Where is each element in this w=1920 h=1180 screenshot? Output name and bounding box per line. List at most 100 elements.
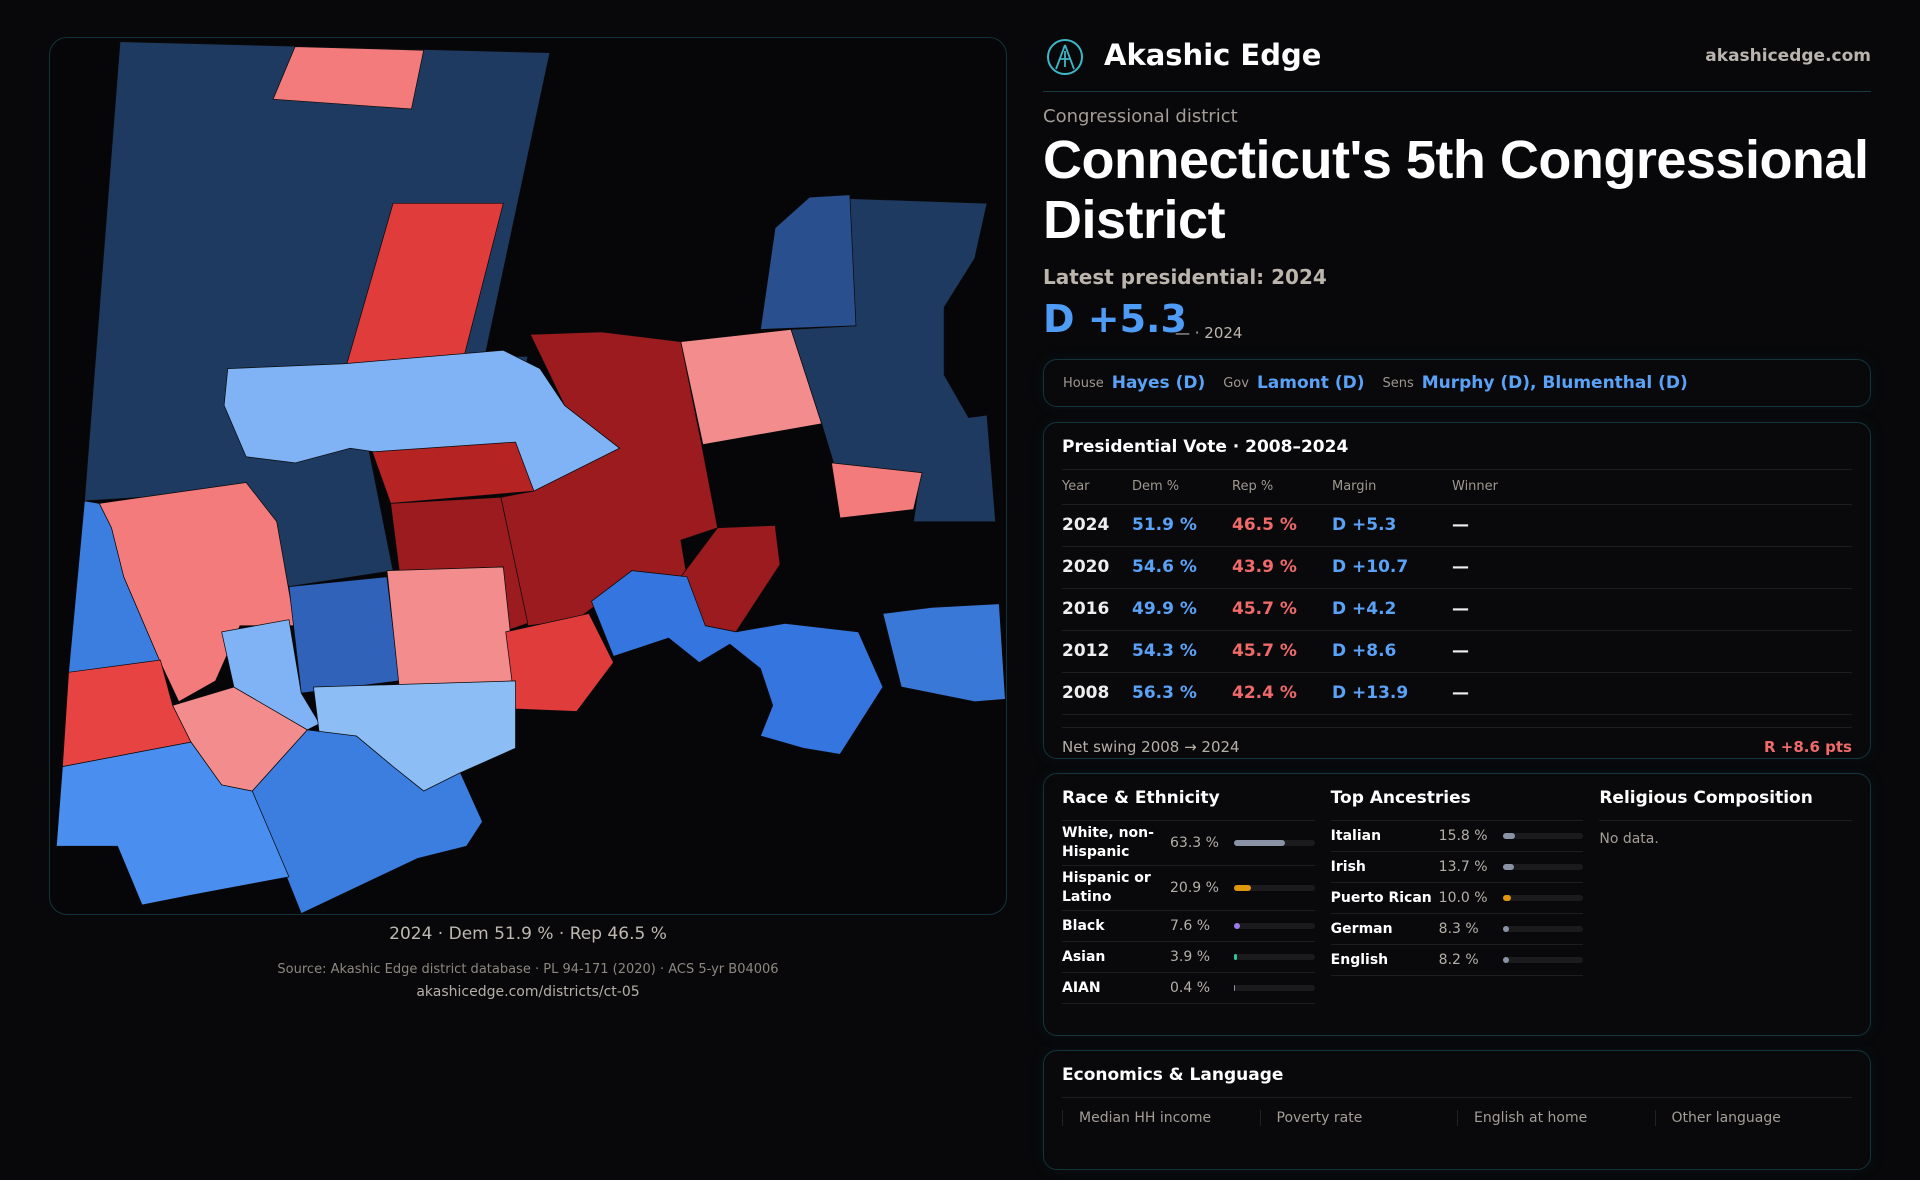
item-bar-fill bbox=[1234, 840, 1285, 846]
source-note: Source: Akashic Edge district database ·… bbox=[49, 962, 1007, 977]
item-bar bbox=[1234, 885, 1315, 891]
cell-margin: D +10.7 bbox=[1332, 546, 1452, 588]
gov-label: Gov bbox=[1223, 376, 1249, 391]
list-item: Irish 13.7 % bbox=[1331, 852, 1584, 883]
page-kicker: Congressional district bbox=[1043, 106, 1238, 127]
religion-title: Religious Composition bbox=[1599, 788, 1852, 821]
item-pct: 63.3 % bbox=[1170, 835, 1234, 851]
item-pct: 8.2 % bbox=[1439, 952, 1503, 968]
item-pct: 0.4 % bbox=[1170, 980, 1234, 996]
cell-dem: 51.9 % bbox=[1132, 504, 1232, 546]
swing-label: Net swing 2008 → 2024 bbox=[1062, 738, 1240, 756]
race-column: Race & Ethnicity White, non-Hispanic 63.… bbox=[1062, 788, 1315, 1021]
cell-year: 2016 bbox=[1062, 588, 1132, 630]
ancestry-title: Top Ancestries bbox=[1331, 788, 1584, 821]
demographics-card: Race & Ethnicity White, non-Hispanic 63.… bbox=[1043, 773, 1871, 1036]
precinct-shape[interactable] bbox=[387, 567, 516, 687]
latest-margin: D +5.3 bbox=[1043, 297, 1187, 341]
list-item: Black 7.6 % bbox=[1062, 911, 1315, 942]
religion-column: Religious Composition No data. bbox=[1599, 788, 1852, 1021]
senators[interactable]: Murphy (D), Blumenthal (D) bbox=[1422, 373, 1688, 393]
precinct-shape[interactable] bbox=[372, 442, 534, 503]
district-map[interactable] bbox=[49, 37, 1007, 915]
presidential-vote-card: Presidential Vote · 2008–2024 Year Dem %… bbox=[1043, 422, 1871, 759]
item-label: English bbox=[1331, 948, 1439, 973]
precinct-shape[interactable] bbox=[506, 614, 614, 712]
item-bar-fill bbox=[1503, 926, 1510, 932]
item-bar-fill bbox=[1503, 864, 1514, 870]
item-pct: 20.9 % bbox=[1170, 880, 1234, 896]
cell-rep: 45.7 % bbox=[1232, 630, 1332, 672]
item-label: German bbox=[1331, 917, 1439, 942]
cell-winner: — bbox=[1452, 672, 1852, 714]
economics-card: Economics & Language Median HH income Po… bbox=[1043, 1050, 1871, 1170]
econ-median-income: Median HH income bbox=[1062, 1110, 1260, 1126]
cell-winner: — bbox=[1452, 504, 1852, 546]
item-label: Puerto Rican bbox=[1331, 886, 1439, 911]
item-pct: 10.0 % bbox=[1439, 890, 1503, 906]
governor[interactable]: Lamont (D) bbox=[1257, 373, 1365, 393]
race-title: Race & Ethnicity bbox=[1062, 788, 1315, 821]
precinct-shape[interactable] bbox=[289, 577, 399, 693]
brand-name: Akashic Edge bbox=[1104, 38, 1321, 72]
list-item: German 8.3 % bbox=[1331, 914, 1584, 945]
precinct-shape[interactable] bbox=[883, 604, 1005, 702]
item-pct: 15.8 % bbox=[1439, 828, 1503, 844]
akashic-logo-icon bbox=[1045, 37, 1085, 77]
col-winner: Winner bbox=[1452, 470, 1852, 504]
list-item: Asian 3.9 % bbox=[1062, 942, 1315, 973]
list-item: AIAN 0.4 % bbox=[1062, 973, 1315, 1004]
item-bar bbox=[1234, 985, 1315, 991]
item-pct: 8.3 % bbox=[1439, 921, 1503, 937]
col-dem: Dem % bbox=[1132, 470, 1232, 504]
list-item: Hispanic or Latino 20.9 % bbox=[1062, 866, 1315, 911]
net-swing: Net swing 2008 → 2024 R +8.6 pts bbox=[1062, 727, 1852, 756]
latest-margin-sub: — · 2024 bbox=[1175, 324, 1242, 342]
item-label: Italian bbox=[1331, 824, 1439, 849]
source-url[interactable]: akashicedge.com/districts/ct-05 bbox=[49, 984, 1007, 1000]
cell-rep: 42.4 % bbox=[1232, 672, 1332, 714]
item-label: Asian bbox=[1062, 945, 1170, 970]
item-bar-fill bbox=[1503, 957, 1510, 963]
officials-bar: House Hayes (D) Gov Lamont (D) Sens Murp… bbox=[1043, 359, 1871, 407]
item-bar bbox=[1503, 895, 1584, 901]
col-year: Year bbox=[1062, 470, 1132, 504]
item-bar-fill bbox=[1234, 885, 1251, 891]
item-bar-fill bbox=[1503, 895, 1511, 901]
item-label: AIAN bbox=[1062, 976, 1170, 1001]
item-bar-fill bbox=[1503, 833, 1516, 839]
col-rep: Rep % bbox=[1232, 470, 1332, 504]
item-label: Black bbox=[1062, 914, 1170, 939]
precinct-shape[interactable] bbox=[760, 195, 856, 330]
precinct-shape[interactable] bbox=[273, 47, 424, 109]
list-item: Puerto Rican 10.0 % bbox=[1331, 883, 1584, 914]
cell-margin: D +5.3 bbox=[1332, 504, 1452, 546]
map-caption: 2024 · Dem 51.9 % · Rep 46.5 % bbox=[49, 924, 1007, 944]
list-item: Italian 15.8 % bbox=[1331, 821, 1584, 852]
site-link[interactable]: akashicedge.com bbox=[1705, 46, 1871, 66]
cell-rep: 43.9 % bbox=[1232, 546, 1332, 588]
sens-label: Sens bbox=[1382, 376, 1413, 391]
header-divider bbox=[1043, 91, 1871, 92]
cell-margin: D +4.2 bbox=[1332, 588, 1452, 630]
item-bar bbox=[1234, 954, 1315, 960]
item-bar bbox=[1503, 957, 1584, 963]
item-bar-fill bbox=[1234, 923, 1240, 929]
item-pct: 7.6 % bbox=[1170, 918, 1234, 934]
item-bar bbox=[1234, 923, 1315, 929]
item-bar bbox=[1234, 840, 1315, 846]
house-rep[interactable]: Hayes (D) bbox=[1112, 373, 1205, 393]
precinct-map-svg[interactable] bbox=[50, 38, 1008, 916]
cell-year: 2024 bbox=[1062, 504, 1132, 546]
precinct-shape[interactable] bbox=[831, 463, 922, 518]
item-pct: 13.7 % bbox=[1439, 859, 1503, 875]
house-label: House bbox=[1063, 376, 1104, 391]
econ-english: English at home bbox=[1457, 1110, 1655, 1126]
cell-rep: 45.7 % bbox=[1232, 588, 1332, 630]
econ-title: Economics & Language bbox=[1062, 1065, 1852, 1098]
item-pct: 3.9 % bbox=[1170, 949, 1234, 965]
